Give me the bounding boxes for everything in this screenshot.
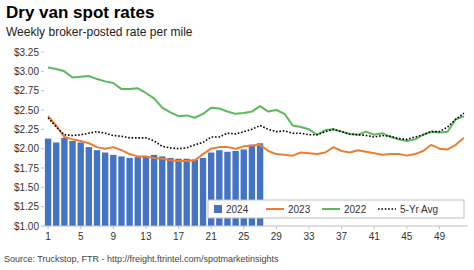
bar [151, 155, 157, 226]
y-tick-label: $2.50 [14, 105, 39, 116]
x-tick [48, 226, 49, 229]
x-tick-label: 5 [78, 231, 84, 242]
bar [45, 139, 51, 226]
y-tick [41, 110, 44, 111]
source: Source: Truckstop, FTR - http://freight.… [4, 254, 279, 264]
x-tick-label: 25 [238, 231, 250, 242]
bar [135, 157, 141, 226]
y-tick [41, 168, 44, 169]
y-tick [41, 52, 44, 53]
legend-box [208, 200, 464, 218]
y-tick-label: $2.75 [14, 85, 39, 96]
x-tick [80, 226, 81, 229]
x-tick-label: 1 [45, 231, 51, 242]
x-tick-label: 21 [206, 231, 218, 242]
title: Dry van spot rates [6, 3, 154, 22]
x-tick [243, 226, 244, 229]
x-tick-label: 17 [173, 231, 185, 242]
bar [175, 159, 181, 226]
line [48, 116, 464, 161]
x-tick-label: 33 [303, 231, 315, 242]
y-tick-label: $1.75 [14, 163, 39, 174]
legend-swatch [378, 208, 396, 210]
x-tick [178, 226, 179, 229]
line [48, 67, 464, 140]
bar [69, 141, 75, 226]
x-tick-label: 49 [434, 231, 446, 242]
x-tick [113, 226, 114, 229]
bar [78, 142, 84, 226]
subtitle: Weekly broker-posted rate per mile [6, 25, 193, 39]
y-tick [41, 148, 44, 149]
x-tick-label: 37 [336, 231, 348, 242]
bar [192, 159, 198, 226]
bar [143, 156, 149, 226]
x-tick-label: 41 [369, 231, 381, 242]
bar [167, 158, 173, 226]
y-tick-label: $1.25 [14, 201, 39, 212]
y-tick-label: $2.00 [14, 143, 39, 154]
y-tick [41, 129, 44, 130]
page: {"chart_data": { "type": "bar", "title":… [0, 0, 474, 270]
bar [159, 156, 165, 226]
y-tick [41, 187, 44, 188]
x-tick [309, 226, 310, 229]
y-tick-label: $1.50 [14, 182, 39, 193]
x-tick [341, 226, 342, 229]
legend-swatch [214, 205, 222, 213]
x-tick [406, 226, 407, 229]
bar [102, 153, 108, 226]
y-tick [41, 206, 44, 207]
x-tick [145, 226, 146, 229]
legend-label: 2022 [344, 204, 367, 215]
bar [53, 142, 59, 226]
x-axis [44, 226, 468, 227]
x-tick-label: 9 [111, 231, 117, 242]
y-tick-label: $3.00 [14, 66, 39, 77]
legend-label: 2023 [288, 204, 311, 215]
bar [126, 158, 132, 226]
x-tick [276, 226, 277, 229]
legend-label: 2024 [226, 204, 249, 215]
x-tick-label: 45 [401, 231, 413, 242]
bar [86, 147, 92, 226]
plot-marks [45, 67, 464, 226]
legend: 2024 2023 2022 5-Yr Avg [208, 200, 464, 218]
bar [61, 138, 67, 226]
bar [118, 156, 124, 226]
x-tick [211, 226, 212, 229]
bar [110, 155, 116, 226]
y-tick-label: $3.25 [14, 47, 39, 58]
bar [184, 159, 190, 226]
x-tick-label: 13 [140, 231, 152, 242]
line [48, 113, 464, 149]
x-tick [374, 226, 375, 229]
bar [94, 150, 100, 226]
y-tick [41, 226, 44, 227]
chart: Dry van spot rates Weekly broker-posted r… [0, 0, 474, 270]
x-tick [439, 226, 440, 229]
x-tick-label: 29 [271, 231, 283, 242]
legend-label: 5-Yr Avg [400, 204, 438, 215]
y-tick-label: $2.25 [14, 124, 39, 135]
legend-swatch [266, 208, 284, 210]
y-tick-label: $1.00 [14, 221, 39, 232]
y-tick [41, 71, 44, 72]
legend-swatch [322, 208, 340, 210]
bar [200, 158, 206, 226]
y-tick [41, 90, 44, 91]
